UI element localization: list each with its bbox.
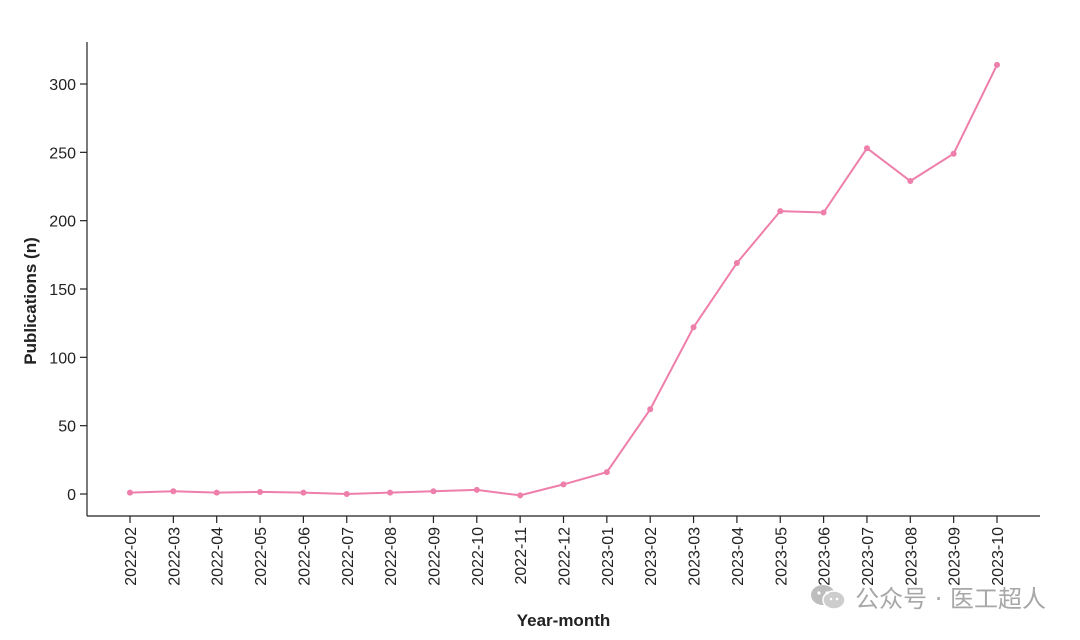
x-axis-title: Year-month bbox=[517, 611, 611, 630]
data-point bbox=[863, 145, 870, 152]
data-point bbox=[907, 178, 914, 185]
data-point bbox=[820, 209, 827, 216]
x-tick-label: 2023-08 bbox=[903, 527, 920, 586]
y-tick-label: 0 bbox=[67, 487, 76, 504]
x-tick-label: 2022-10 bbox=[470, 527, 487, 586]
watermark-text: 公众号 · 医工超人 bbox=[855, 585, 1046, 613]
data-point bbox=[127, 489, 133, 496]
y-tick-label: 100 bbox=[49, 350, 76, 367]
data-point bbox=[170, 488, 177, 495]
data-point bbox=[994, 61, 1000, 68]
data-point bbox=[733, 260, 740, 267]
wechat-icon bbox=[811, 584, 846, 610]
data-point bbox=[387, 489, 394, 496]
x-tick-label: 2022-04 bbox=[210, 527, 227, 586]
watermark: 公众号 · 医工超人 bbox=[809, 579, 1046, 614]
y-tick-label: 50 bbox=[58, 419, 76, 436]
data-point bbox=[257, 488, 264, 495]
x-tick-label: 2023-04 bbox=[730, 527, 747, 586]
x-tick-label: 2023-07 bbox=[860, 527, 877, 586]
x-tick-label: 2022-02 bbox=[123, 527, 140, 586]
data-point bbox=[560, 481, 567, 488]
data-points bbox=[127, 61, 1000, 499]
x-tick-label: 2022-09 bbox=[426, 527, 443, 586]
x-tick-label: 2023-01 bbox=[600, 527, 617, 586]
data-point bbox=[603, 469, 610, 476]
data-point bbox=[950, 150, 957, 157]
data-point bbox=[430, 488, 437, 495]
data-point bbox=[473, 486, 480, 493]
y-ticks: 0 50 100 150 200 250 300 bbox=[49, 77, 87, 504]
x-tick-label: 2022-08 bbox=[383, 527, 400, 586]
data-point bbox=[343, 491, 350, 497]
x-tick-label: 2022-03 bbox=[166, 527, 183, 586]
x-tick-label: 2022-12 bbox=[557, 527, 574, 586]
x-tick-label: 2023-02 bbox=[643, 527, 660, 586]
data-point bbox=[517, 492, 524, 499]
y-tick-label: 300 bbox=[49, 77, 76, 94]
y-tick-label: 200 bbox=[49, 214, 76, 231]
x-tick-label: 2023-06 bbox=[817, 527, 834, 586]
x-tick-label: 2023-03 bbox=[687, 527, 704, 586]
data-point bbox=[777, 208, 784, 215]
y-axis-title: Publications (n) bbox=[21, 237, 40, 365]
y-tick-label: 250 bbox=[49, 145, 76, 162]
x-tick-label: 2022-11 bbox=[513, 527, 530, 585]
data-point bbox=[213, 489, 220, 496]
y-tick-label: 150 bbox=[49, 282, 76, 299]
data-point bbox=[690, 324, 697, 331]
x-tick-label: 2023-10 bbox=[990, 527, 1007, 586]
x-tick-label: 2023-09 bbox=[947, 527, 964, 586]
axes bbox=[86, 42, 1040, 517]
x-ticks: 2022-02 2022-03 2022-04 2022-05 2022-06 2022-… bbox=[123, 516, 1007, 586]
series-line bbox=[129, 64, 998, 497]
x-tick-label: 2023-05 bbox=[773, 527, 790, 586]
x-tick-label: 2022-05 bbox=[253, 527, 270, 586]
data-point bbox=[300, 489, 307, 496]
data-point bbox=[647, 406, 654, 413]
x-tick-label: 2022-07 bbox=[340, 527, 357, 586]
x-tick-label: 2022-06 bbox=[296, 527, 313, 586]
